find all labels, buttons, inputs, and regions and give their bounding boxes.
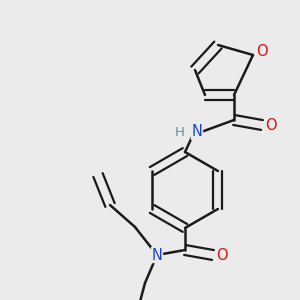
Text: O: O (265, 118, 277, 133)
Text: O: O (256, 44, 268, 59)
Text: N: N (152, 248, 162, 262)
Text: N: N (192, 124, 203, 140)
Text: O: O (216, 248, 228, 262)
Text: H: H (175, 125, 185, 139)
